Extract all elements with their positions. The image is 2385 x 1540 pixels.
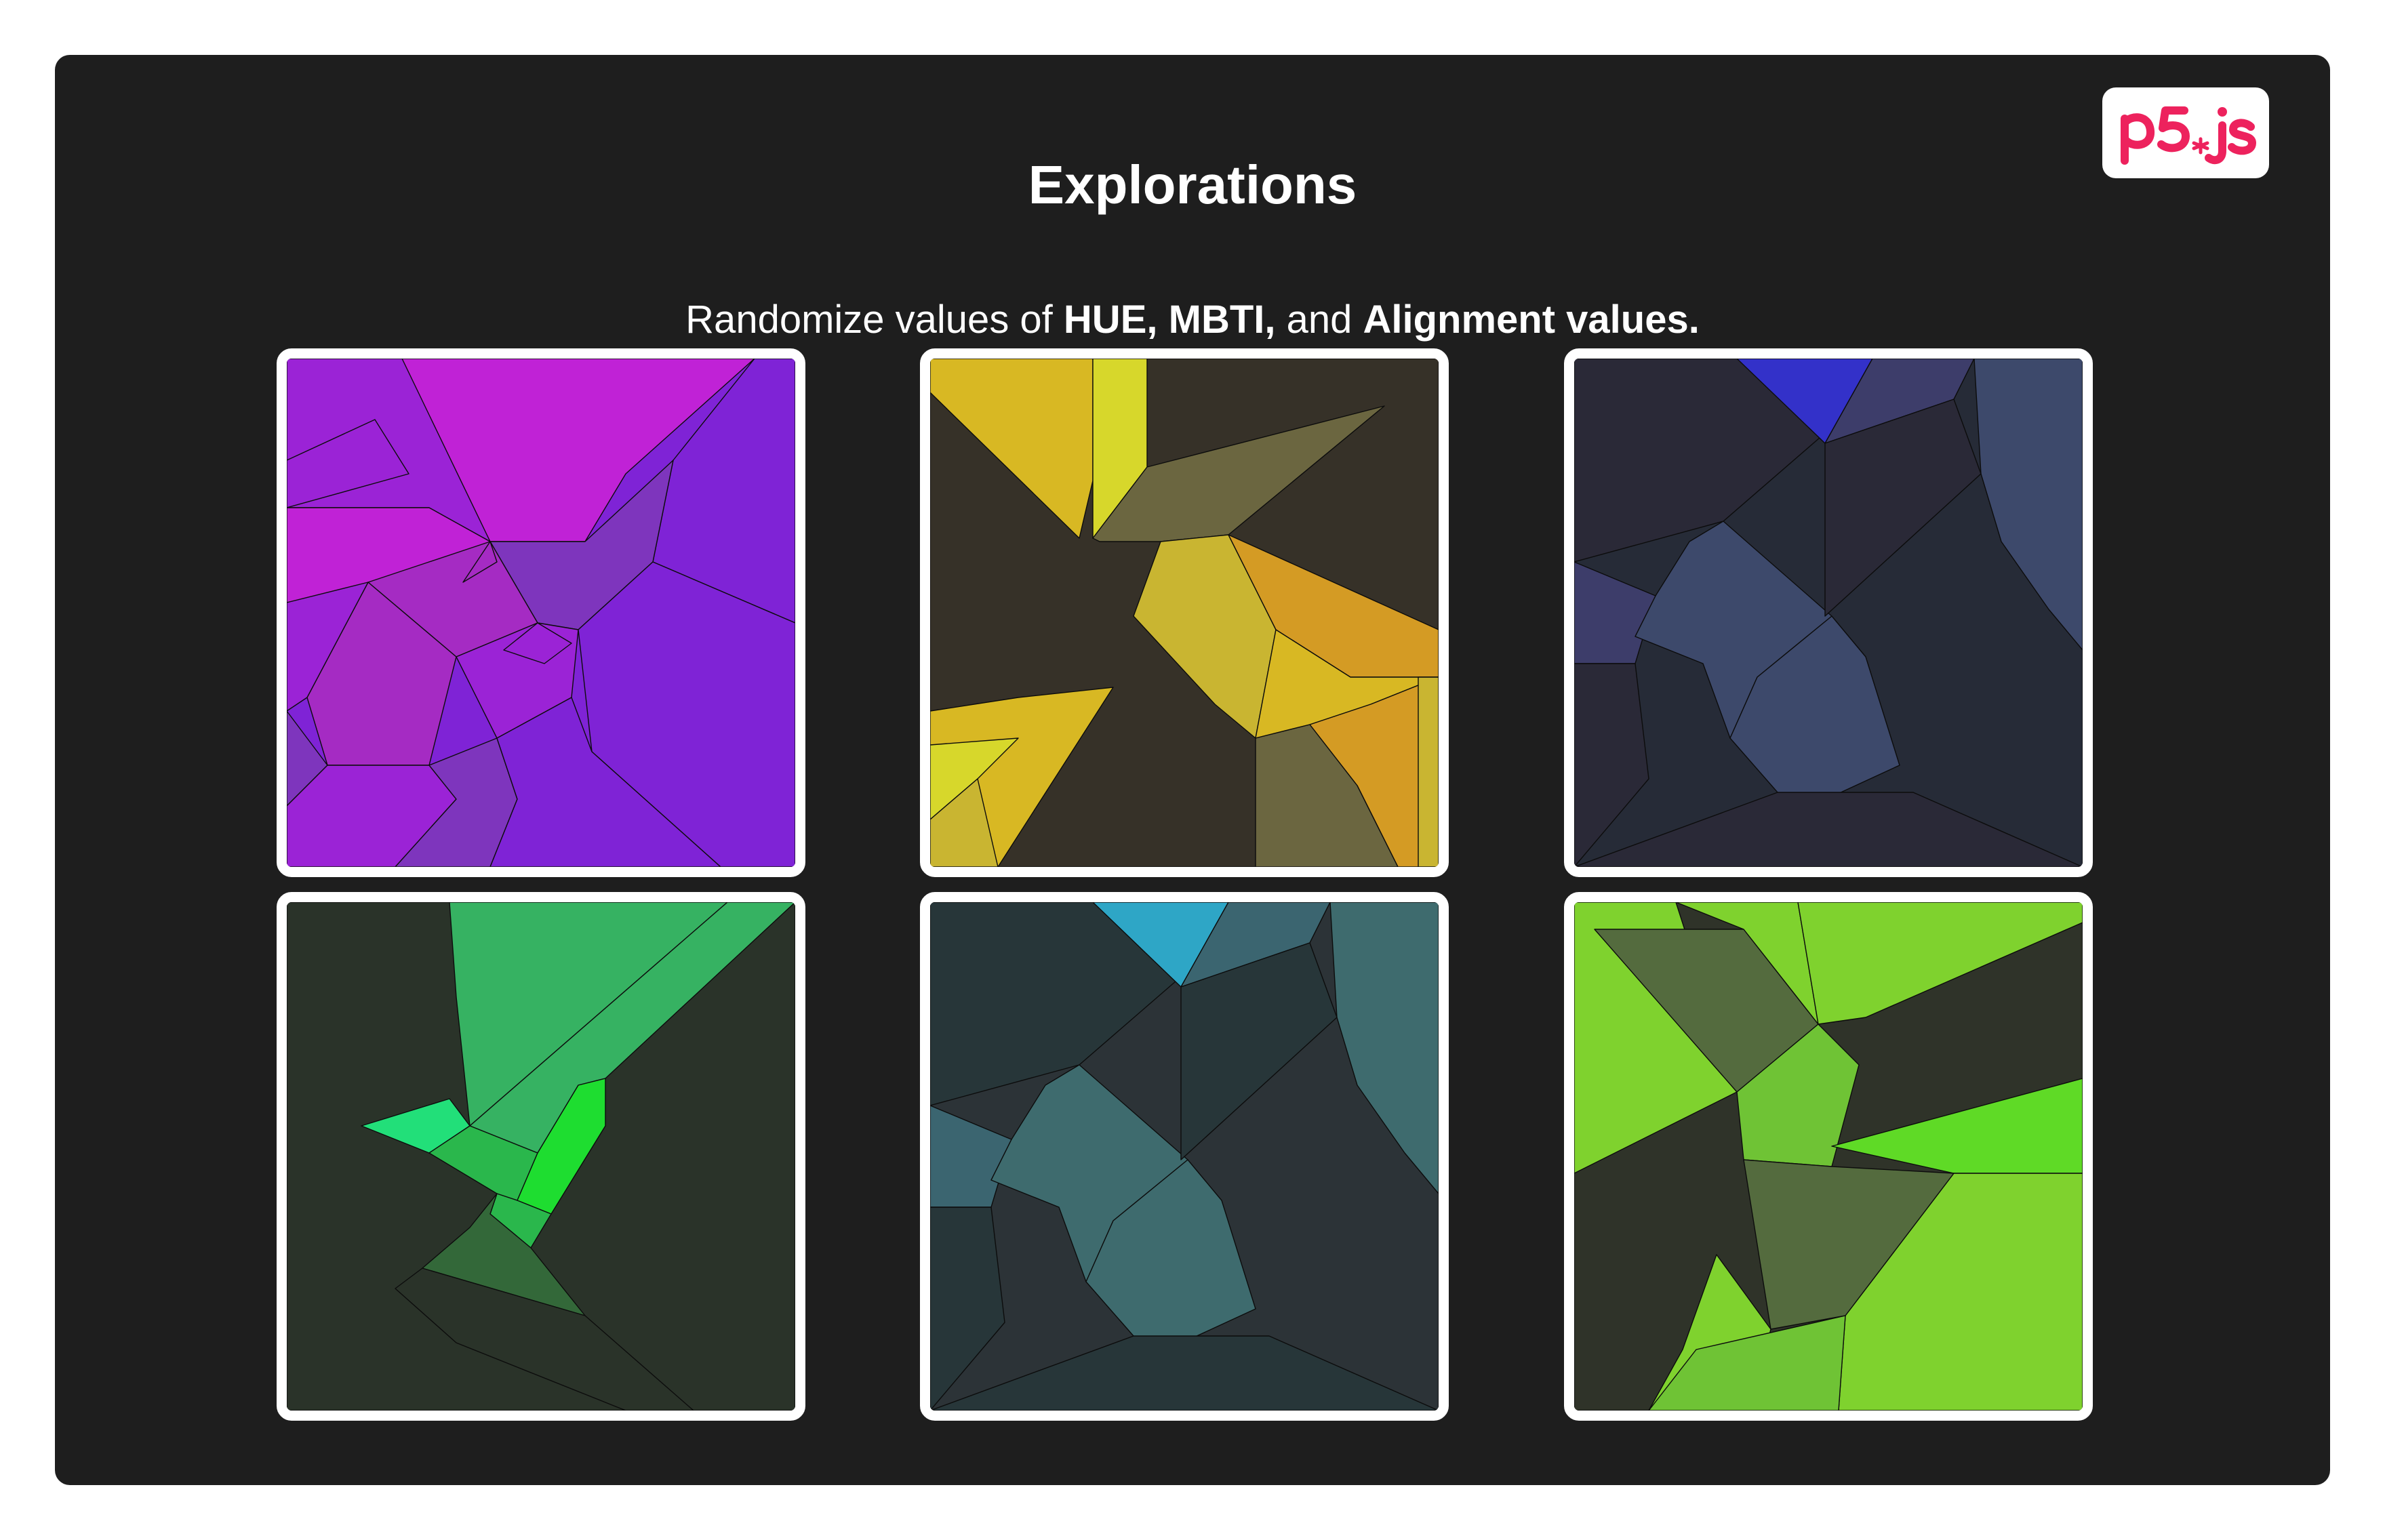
exploration-1-shape	[401, 359, 755, 542]
exploration-4-shape	[395, 1268, 694, 1411]
exploration-1-shape	[503, 622, 572, 664]
exploration-tile-2	[920, 348, 1449, 877]
exploration-6-shape	[1797, 902, 2083, 1025]
exploration-tile-5	[920, 892, 1449, 1421]
exploration-1-shape	[489, 697, 721, 867]
exploration-2-shape	[930, 359, 1094, 539]
p5js-logo-mark	[2121, 106, 2256, 165]
subtitle-term-alignment: Alignment values.	[1363, 298, 1700, 342]
exploration-tile-6	[1564, 892, 2093, 1421]
p5js-logo	[2102, 87, 2269, 178]
exploration-6-shape	[1743, 1159, 1955, 1330]
exploration-3-shape	[1574, 663, 1649, 867]
exploration-3-shape	[1574, 359, 1826, 563]
exploration-3-shape	[1824, 399, 1982, 617]
exploration-1-shape	[462, 541, 498, 583]
subtitle-prefix: Randomize values of	[685, 298, 1064, 342]
exploration-tile-4	[277, 892, 805, 1421]
exploration-2-shape	[1418, 676, 1439, 867]
exploration-2-shape	[1255, 724, 1399, 867]
subtitle-term-hue: HUE,	[1063, 298, 1158, 342]
page-subtitle: Randomize values of HUE, MBTI, and Align…	[55, 300, 2330, 340]
page-title: Explorations	[1028, 155, 1357, 215]
exploration-2-shape	[930, 778, 999, 867]
exploration-5-shape	[1180, 942, 1338, 1160]
subtitle-middle: and	[1275, 298, 1363, 342]
subtitle-term-mbti: MBTI,	[1168, 298, 1276, 342]
exploration-3-shape	[1574, 792, 2083, 867]
exploration-1-shape	[287, 419, 409, 508]
exploration-tile-1	[277, 348, 805, 877]
exploration-6-shape	[1736, 1024, 1860, 1167]
exploration-1-shape	[287, 582, 369, 712]
exploration-5-shape	[930, 902, 1182, 1106]
exploration-5-shape	[930, 1335, 1439, 1411]
exploration-5-shape	[930, 1207, 1005, 1411]
exploration-6-shape	[1648, 1315, 1846, 1411]
exploration-tile-3	[1564, 348, 2093, 877]
exploration-6-shape	[1831, 1078, 2083, 1174]
